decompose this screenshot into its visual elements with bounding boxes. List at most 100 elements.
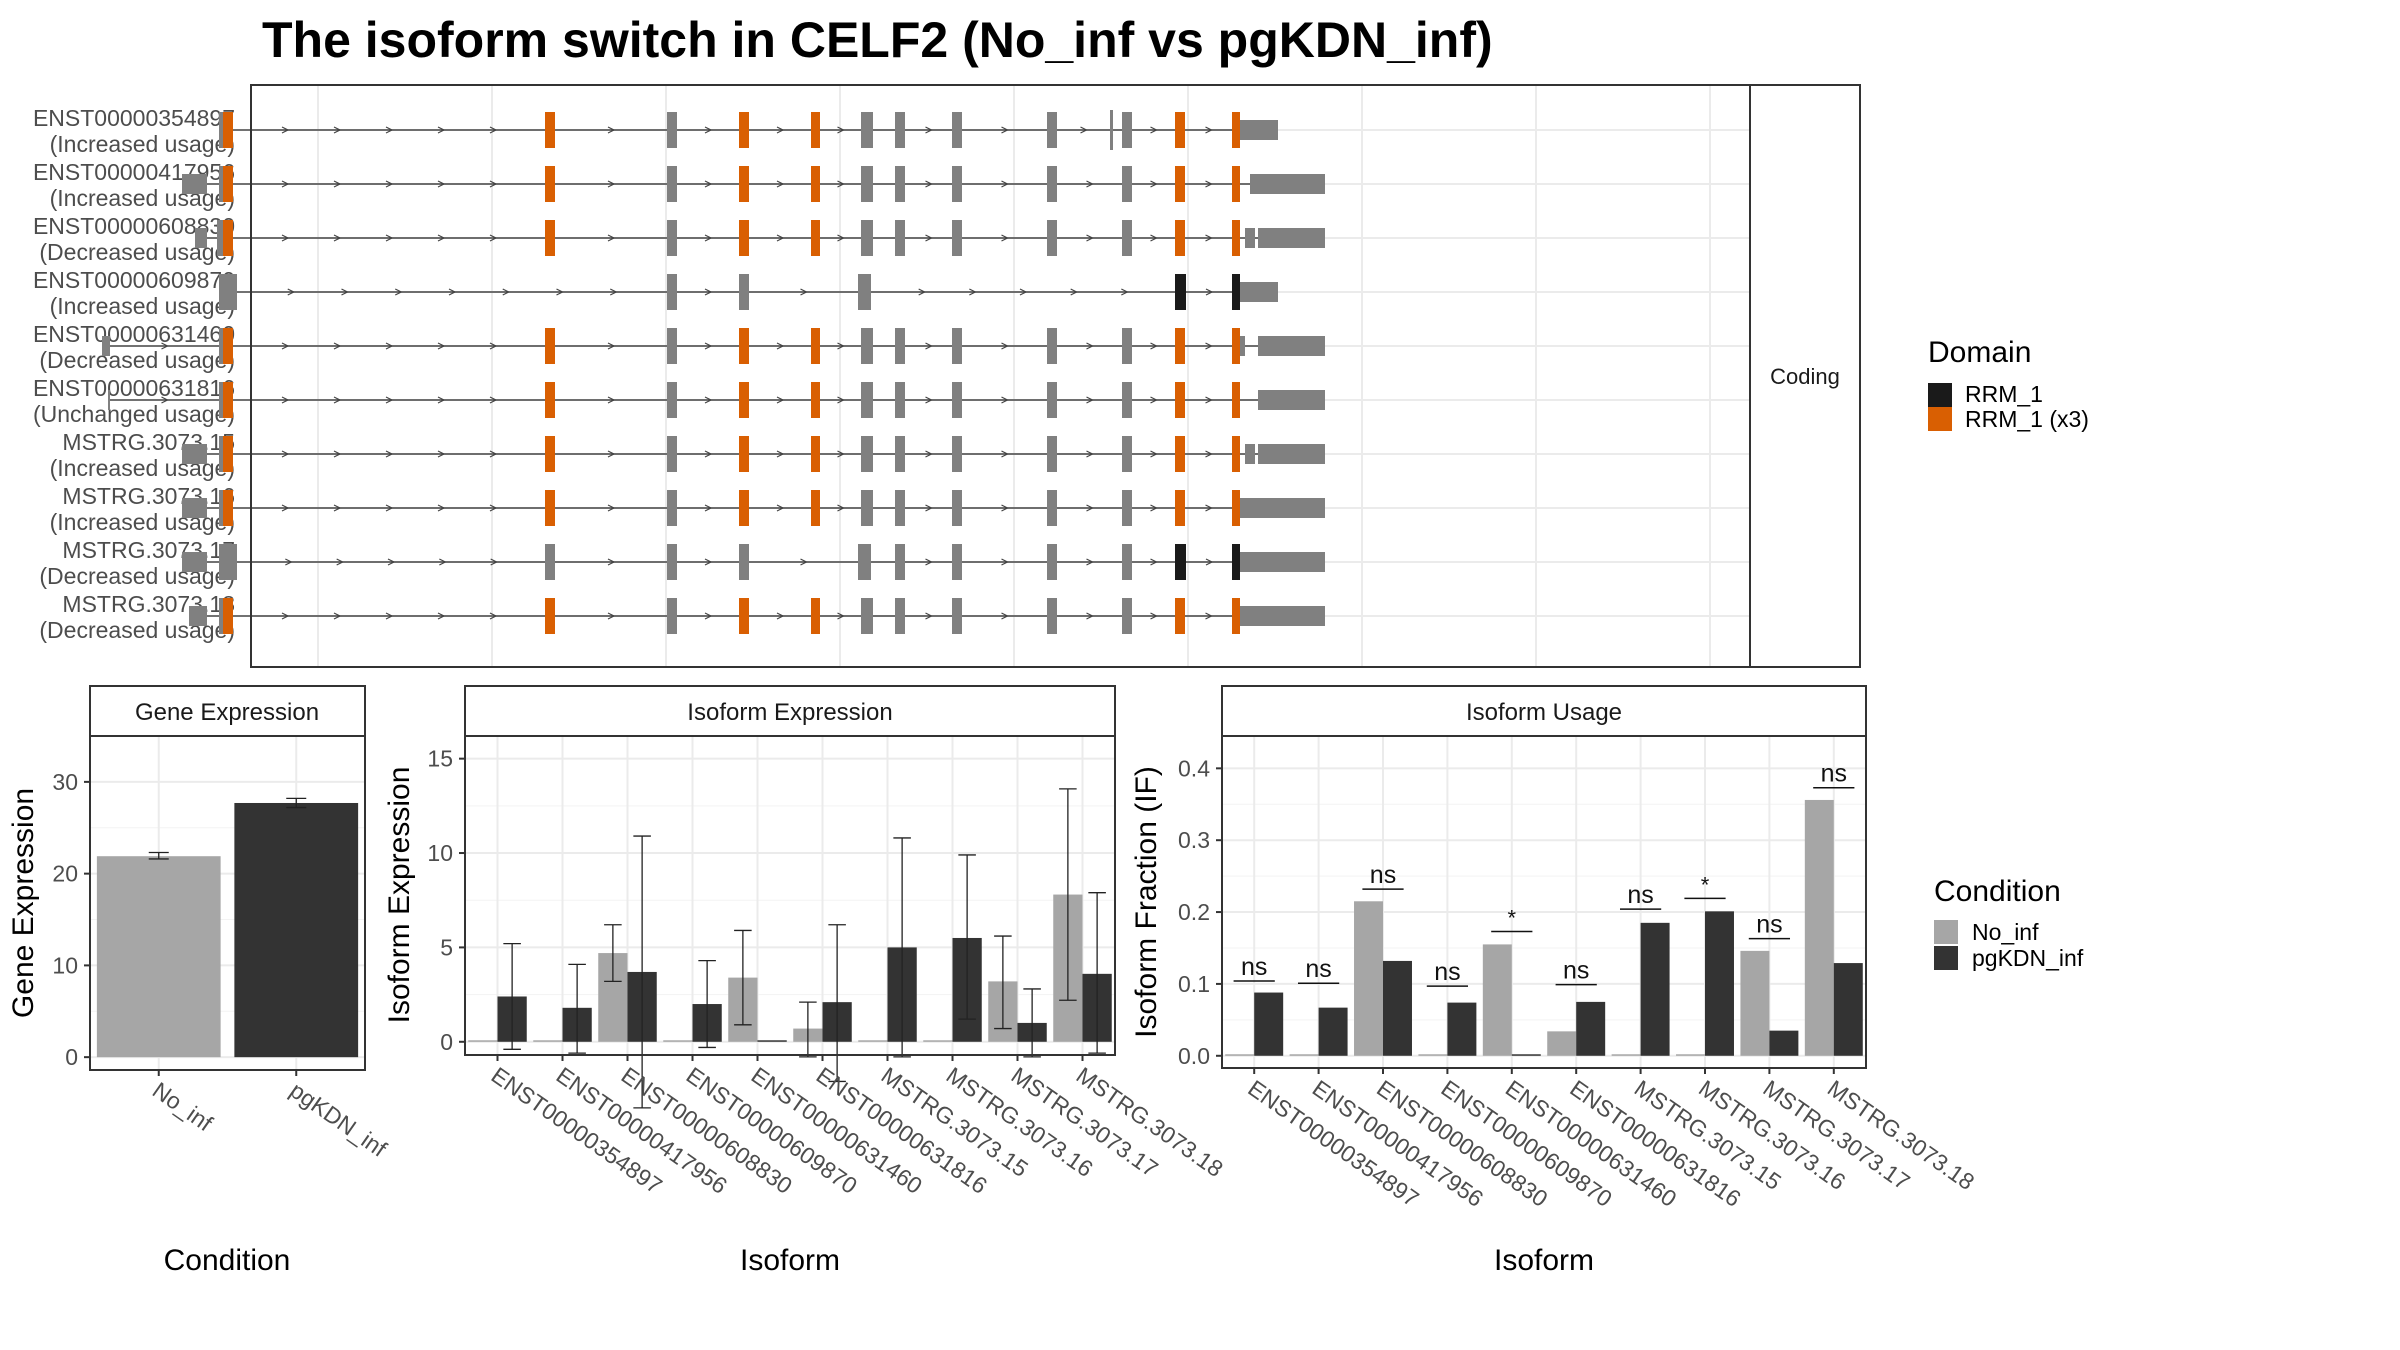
intron-arrow xyxy=(1205,450,1213,458)
isoform-usage-bar xyxy=(1769,1030,1799,1056)
isoform-usage-panel-border xyxy=(1221,735,1867,1069)
intron-arrow xyxy=(776,234,785,242)
intron-arrow xyxy=(1086,450,1094,458)
exon-block xyxy=(1258,336,1325,356)
rrm1-x3-domain xyxy=(1232,220,1240,256)
intron-arrow xyxy=(837,396,845,404)
intron-arrow xyxy=(333,612,342,620)
isoform-usage-bar xyxy=(1254,992,1284,1056)
intron-arrow xyxy=(925,180,933,188)
intron-arrow xyxy=(437,450,446,458)
isoform-structure-panel: ENST00000354897(Increased usage)ENST0000… xyxy=(33,84,1861,668)
isoform-structure-row-mstrg-3073-16 xyxy=(182,490,1325,526)
intron-arrow xyxy=(489,612,498,620)
domain-legend-label-rrm1: RRM_1 xyxy=(1965,381,2043,407)
intron-arrow xyxy=(333,450,342,458)
intron-arrow xyxy=(437,504,446,512)
intron-arrow xyxy=(281,504,290,512)
intron-arrow xyxy=(1001,450,1009,458)
intron-arrow xyxy=(704,450,713,458)
intron-arrow xyxy=(333,126,342,134)
isoform-usage-significance-label: ns xyxy=(1370,861,1396,889)
isoform-id-label: ENST00000631460 xyxy=(33,321,235,347)
rrm1-x3-domain xyxy=(1232,436,1240,472)
intron-arrow xyxy=(704,288,713,296)
isoform-expression-bar xyxy=(468,1040,498,1042)
intron-arrow xyxy=(161,396,169,404)
exon-block xyxy=(1047,382,1057,418)
exon-block xyxy=(189,606,207,626)
exon-block xyxy=(667,112,677,148)
exon-block xyxy=(952,166,962,202)
exon-block xyxy=(861,112,873,148)
exon-block xyxy=(895,382,905,418)
intron-arrow xyxy=(287,288,296,296)
intron-arrow xyxy=(1086,504,1094,512)
exon-block xyxy=(1122,220,1132,256)
rrm1-x3-domain xyxy=(1232,382,1240,418)
exon-block xyxy=(861,436,873,472)
isoform-usage-bar xyxy=(1511,1054,1541,1056)
isoform-expression-panel-border xyxy=(464,735,1116,1056)
domain-legend: Domain RRM_1 RRM_1 (x3) xyxy=(1928,336,2089,432)
exon-block xyxy=(858,274,866,310)
exon-block xyxy=(219,544,237,580)
rrm1-domain xyxy=(1232,274,1240,310)
rrm1-x3-domain xyxy=(811,328,820,364)
intron-arrow xyxy=(704,558,713,566)
condition-legend-label-no-inf: No_inf xyxy=(1972,919,2039,945)
exon-block xyxy=(1250,174,1258,194)
exon-block xyxy=(1258,390,1325,410)
intron-arrow xyxy=(385,342,394,350)
isoform-usage-significance-label: ns xyxy=(1563,957,1589,985)
intron-arrow xyxy=(704,180,713,188)
intron-arrow xyxy=(1205,234,1213,242)
intron-arrow xyxy=(607,450,616,458)
exon-block xyxy=(895,436,905,472)
exon-block xyxy=(861,382,873,418)
intron-arrow xyxy=(448,288,457,296)
intron-arrow xyxy=(333,180,342,188)
intron-arrow xyxy=(607,612,616,620)
isoform-structure-row-mstrg-3073-15 xyxy=(182,436,1325,472)
gene-expression-strip xyxy=(89,685,366,737)
exon-block xyxy=(667,220,677,256)
isoform-usage-bar xyxy=(1740,950,1770,1056)
intron-arrow xyxy=(1001,180,1009,188)
intron-arrow xyxy=(607,126,616,134)
exon-block xyxy=(217,220,223,256)
exon-block xyxy=(1047,598,1057,634)
isoform-usage-label: (Unchanged usage) xyxy=(33,401,235,427)
exon-block xyxy=(861,166,873,202)
isoform-expression-y-tick-label: 15 xyxy=(427,746,453,772)
exon-block xyxy=(1258,228,1325,248)
exon-block xyxy=(1110,110,1113,150)
gene-expression-y-axis-label: Gene Expression xyxy=(7,788,40,1018)
exon-block xyxy=(1047,328,1057,364)
rrm1-x3-domain xyxy=(223,490,233,526)
exon-block xyxy=(1047,112,1057,148)
isoform-expression-bar xyxy=(757,1040,787,1042)
exon-block xyxy=(1122,436,1132,472)
isoform-usage-bar xyxy=(1289,1054,1319,1056)
rrm1-x3-domain xyxy=(1232,166,1240,202)
exon-block xyxy=(952,220,962,256)
rrm1-x3-domain xyxy=(223,598,233,634)
exon-block xyxy=(667,328,677,364)
rrm1-domain xyxy=(1232,544,1240,580)
intron-arrow xyxy=(1150,450,1158,458)
exon-block xyxy=(1245,228,1255,248)
intron-arrow xyxy=(925,126,933,134)
exon-block xyxy=(895,112,905,148)
exon-block xyxy=(952,328,962,364)
intron-arrow xyxy=(704,126,713,134)
exon-block xyxy=(219,112,223,148)
rrm1-domain xyxy=(1175,274,1186,310)
intron-arrow xyxy=(1205,504,1213,512)
exon-block xyxy=(895,490,905,526)
intron-arrow xyxy=(607,396,616,404)
rrm1-x3-domain xyxy=(223,328,233,364)
intron-arrow xyxy=(489,180,498,188)
isoform-usage-label: (Increased usage) xyxy=(50,293,235,319)
exon-block xyxy=(219,490,223,526)
